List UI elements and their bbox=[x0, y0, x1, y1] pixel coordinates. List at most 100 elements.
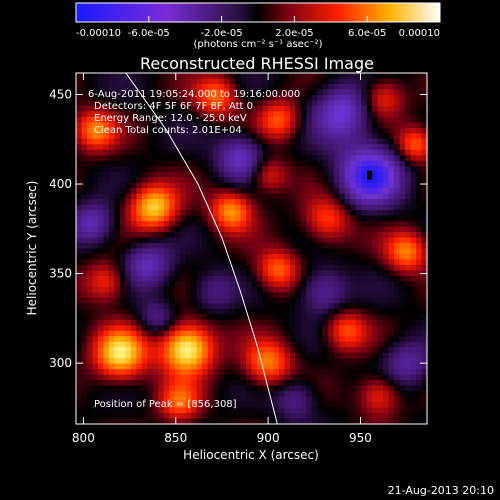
heatmap-cell bbox=[108, 105, 115, 112]
heatmap-cell bbox=[273, 270, 280, 277]
heatmap-cell bbox=[196, 286, 203, 293]
heatmap-cell bbox=[366, 413, 373, 420]
heatmap-cell bbox=[213, 391, 220, 398]
heatmap-cell bbox=[97, 105, 105, 112]
heatmap-cell bbox=[333, 133, 340, 140]
heatmap-cell bbox=[213, 303, 220, 310]
heatmap-cell bbox=[130, 127, 137, 134]
heatmap-cell bbox=[191, 144, 198, 151]
heatmap-cell bbox=[350, 270, 357, 277]
heatmap-cell bbox=[377, 78, 384, 85]
heatmap-cell bbox=[152, 418, 159, 425]
heatmap-cell bbox=[366, 385, 373, 392]
heatmap-cell bbox=[410, 243, 417, 250]
heatmap-cell bbox=[421, 210, 428, 217]
heatmap-cell bbox=[246, 275, 253, 282]
heatmap-cell bbox=[92, 155, 99, 162]
heatmap-cell bbox=[256, 407, 264, 414]
heatmap-cell bbox=[355, 413, 362, 420]
heatmap-cell bbox=[103, 292, 110, 299]
heatmap-cell bbox=[174, 380, 181, 387]
heatmap-cell bbox=[191, 100, 198, 107]
heatmap-cell bbox=[267, 237, 275, 244]
heatmap-cell bbox=[125, 380, 132, 387]
heatmap-cell bbox=[421, 325, 428, 332]
heatmap-cell bbox=[410, 303, 417, 310]
heatmap-cell bbox=[256, 319, 264, 326]
heatmap-cell bbox=[383, 308, 390, 315]
heatmap-cell bbox=[174, 341, 181, 348]
heatmap-cell bbox=[333, 138, 340, 145]
heatmap-cell bbox=[267, 281, 275, 288]
heatmap-cell bbox=[410, 182, 417, 189]
heatmap-cell bbox=[366, 116, 373, 123]
heatmap-cell bbox=[86, 319, 94, 326]
heatmap-cell bbox=[377, 188, 384, 195]
plot-frame bbox=[75, 72, 428, 425]
heatmap-cell bbox=[273, 385, 280, 392]
heatmap-cell bbox=[141, 177, 148, 184]
heatmap-cell bbox=[240, 221, 247, 228]
heatmap-cell bbox=[399, 133, 406, 140]
heatmap-cell bbox=[394, 319, 401, 326]
heatmap-cell bbox=[295, 286, 302, 293]
heatmap-cell bbox=[328, 171, 335, 178]
heatmap-cell bbox=[86, 407, 94, 414]
heatmap-cell bbox=[119, 336, 126, 343]
heatmap-cell bbox=[416, 138, 423, 145]
heatmap-cell bbox=[218, 166, 225, 173]
heatmap-cell bbox=[350, 89, 357, 96]
heatmap-cell bbox=[125, 210, 132, 217]
heatmap-cell bbox=[158, 94, 165, 102]
heatmap-cell bbox=[388, 297, 395, 304]
heatmap-cell bbox=[103, 188, 110, 195]
heatmap-cell bbox=[416, 166, 423, 173]
heatmap-cell bbox=[152, 171, 159, 178]
heatmap-cell bbox=[339, 100, 346, 107]
heatmap-cell bbox=[328, 380, 335, 387]
heatmap-cell bbox=[185, 232, 192, 239]
heatmap-cell bbox=[224, 116, 231, 123]
heatmap-cell bbox=[377, 319, 384, 326]
heatmap-cell bbox=[163, 341, 170, 348]
heatmap-cell bbox=[311, 204, 318, 211]
heatmap-cell bbox=[366, 374, 373, 381]
heatmap-cell bbox=[421, 171, 428, 178]
heatmap-cell bbox=[410, 105, 417, 112]
heatmap-cell bbox=[185, 347, 192, 354]
heatmap-cell bbox=[163, 418, 170, 425]
heatmap-cell bbox=[196, 374, 203, 381]
heatmap-cell bbox=[256, 297, 264, 304]
heatmap-cell bbox=[311, 391, 318, 398]
heatmap-cell bbox=[251, 83, 258, 91]
heatmap-cell bbox=[86, 133, 94, 140]
heatmap-cell bbox=[119, 270, 126, 277]
heatmap-cell bbox=[246, 94, 253, 102]
heatmap-cell bbox=[185, 330, 192, 337]
heatmap-cell bbox=[273, 166, 280, 173]
heatmap-cell bbox=[377, 325, 384, 332]
heatmap-cell bbox=[108, 380, 115, 387]
heatmap-cell bbox=[361, 248, 368, 255]
heatmap-cell bbox=[224, 221, 231, 228]
heatmap-cell bbox=[289, 292, 296, 299]
heatmap-cell bbox=[108, 314, 115, 321]
heatmap-cell bbox=[333, 193, 340, 200]
heatmap-cell bbox=[251, 385, 258, 392]
heatmap-cell bbox=[158, 105, 165, 112]
heatmap-cell bbox=[372, 78, 379, 85]
heatmap-cell bbox=[372, 369, 379, 376]
heatmap-cell bbox=[169, 171, 176, 178]
heatmap-cell bbox=[97, 144, 105, 151]
heatmap-cell bbox=[213, 237, 220, 244]
heatmap-cell bbox=[388, 413, 395, 420]
heatmap-cell bbox=[125, 215, 132, 222]
heatmap-cell bbox=[185, 149, 192, 156]
heatmap-cell bbox=[377, 232, 384, 239]
heatmap-cell bbox=[344, 352, 351, 359]
heatmap-cell bbox=[185, 221, 192, 228]
heatmap-cell bbox=[317, 402, 324, 409]
heatmap-cell bbox=[278, 210, 285, 217]
heatmap-cell bbox=[158, 149, 165, 156]
heatmap-cell bbox=[388, 215, 395, 222]
